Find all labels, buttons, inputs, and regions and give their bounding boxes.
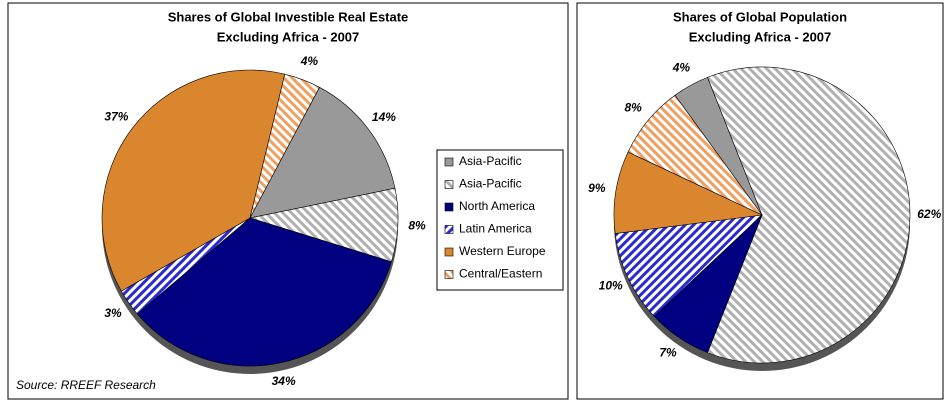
legend-swatch: [444, 247, 454, 257]
pie-slice: [613, 151, 764, 234]
legend-label: North America: [459, 199, 535, 213]
source-note: Source: RREEF Research: [16, 378, 156, 392]
legend-swatch: [444, 157, 454, 167]
pie-slice: [249, 86, 396, 219]
data-label: 62%: [917, 207, 941, 221]
legend-swatch: [444, 180, 454, 189]
data-label: 3%: [104, 306, 122, 320]
legend-label: Central/Eastern: [459, 267, 542, 281]
legend-swatch: [444, 202, 454, 212]
data-label: 37%: [104, 110, 128, 124]
legend-label: Asia-Pacific: [459, 177, 522, 191]
chart-title: Excluding Africa - 2007: [217, 29, 360, 44]
legend-swatch: [444, 225, 454, 234]
data-label: 10%: [599, 278, 623, 292]
pie-slice: [707, 66, 911, 364]
pie-slice: [101, 69, 286, 292]
pie-slice: [136, 217, 392, 367]
data-label: 14%: [372, 110, 396, 124]
legend-label: Latin America: [459, 222, 532, 236]
chart-title: Shares of Global Investible Real Estate: [168, 9, 409, 24]
data-label: 9%: [588, 181, 606, 195]
data-label: 8%: [624, 101, 642, 115]
chart-title: Excluding Africa - 2007: [689, 29, 832, 44]
data-label: 4%: [672, 61, 691, 75]
pie-slice: [627, 94, 763, 216]
pie-slice: [614, 214, 763, 317]
legend-label: Western Europe: [459, 244, 546, 258]
data-label: 8%: [408, 218, 426, 232]
data-label: 7%: [659, 345, 677, 359]
legend-label: Asia-Pacific: [459, 154, 522, 168]
data-label: 4%: [300, 54, 319, 68]
legend-box: [436, 149, 564, 291]
data-label: 34%: [272, 374, 296, 388]
chart-title: Shares of Global Population: [673, 9, 847, 24]
pie-slice: [249, 73, 320, 219]
legend-swatch: [444, 270, 454, 279]
